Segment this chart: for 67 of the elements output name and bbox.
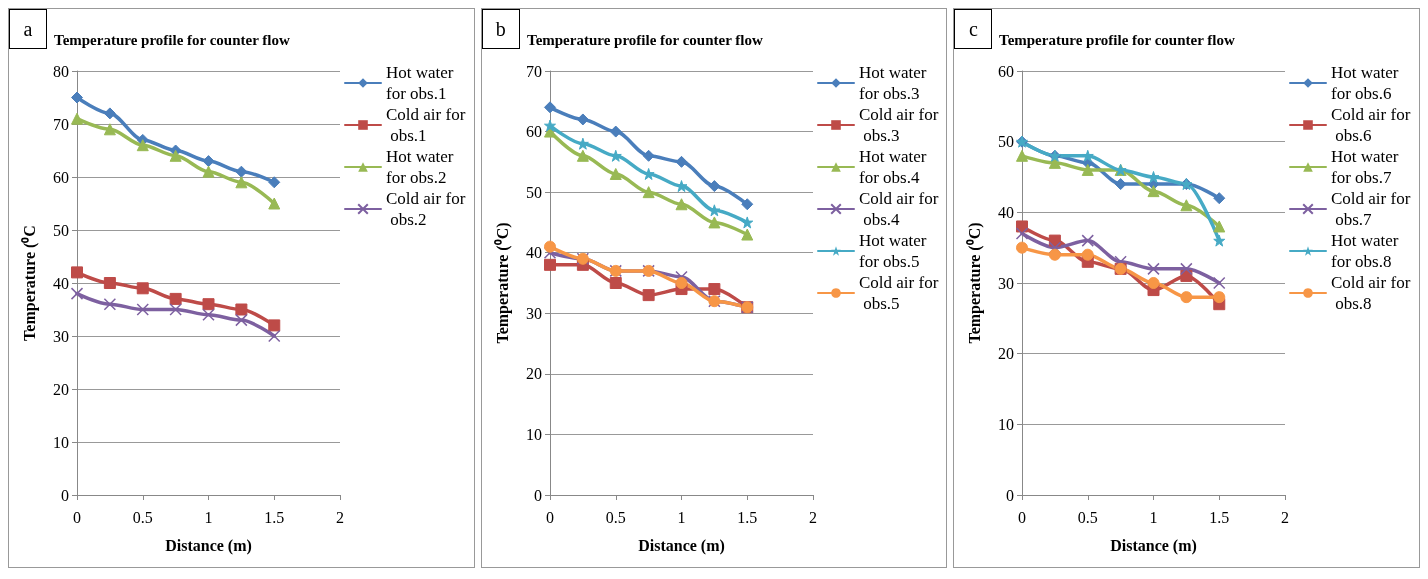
y-tick-label: 80 — [53, 62, 69, 80]
chart-title: Temperature profile for counter flow — [999, 31, 1236, 48]
y-tick-label: 10 — [53, 433, 69, 451]
chart-title: Temperature profile for counter flow — [526, 31, 763, 48]
y-axis-title: Temperature (⁰C — [20, 225, 39, 341]
legend-label: Hot water for obs.3 — [858, 63, 931, 103]
legend-label: Hot water for obs.1 — [386, 63, 458, 103]
legend-label: Hot water for obs.7 — [1331, 147, 1404, 187]
x-tick-label: 1 — [1149, 508, 1158, 526]
y-tick-label: 20 — [525, 365, 542, 383]
y-tick-label: 20 — [998, 345, 1015, 363]
legend-label: Hot water for obs.2 — [386, 147, 458, 187]
y-tick-label: 30 — [998, 274, 1015, 292]
legend-label: Cold air for obs.4 — [858, 189, 939, 229]
legend-label: Cold air for obs.7 — [1331, 189, 1411, 229]
y-tick-label: 0 — [533, 486, 542, 504]
x-axis-title: Distance (m) — [637, 536, 725, 555]
x-tick-label: 1 — [204, 508, 213, 526]
y-tick-label: 40 — [525, 244, 542, 262]
y-tick-label: 40 — [998, 203, 1015, 221]
y-tick-label: 0 — [1006, 486, 1015, 504]
y-tick-label: 30 — [525, 304, 542, 322]
y-tick-label: 70 — [53, 115, 69, 133]
y-axis-title: Temperature (⁰C) — [493, 222, 512, 344]
y-tick-label: 20 — [53, 380, 69, 398]
x-tick-label: 2 — [808, 508, 817, 526]
y-tick-label: 60 — [53, 168, 69, 186]
legend-label: Cold air for obs.3 — [858, 105, 939, 145]
y-tick-label: 70 — [525, 62, 542, 80]
chart-title: Temperature profile for counter flow — [54, 31, 290, 48]
legend-label: Cold air for obs.1 — [386, 105, 466, 145]
text: c — [954, 9, 993, 49]
y-tick-label: 10 — [998, 415, 1015, 433]
x-axis-title: Distance (m) — [1110, 536, 1198, 555]
x-tick-label: 0 — [73, 508, 81, 526]
legend-label: Cold air for obs.2 — [386, 189, 466, 229]
x-axis-title: Distance (m) — [165, 536, 252, 555]
legend-label: Cold air for obs.6 — [1331, 105, 1411, 145]
y-tick-label: 60 — [998, 62, 1015, 80]
x-tick-label: 0 — [545, 508, 554, 526]
legend-label: Hot water for obs.5 — [858, 231, 931, 271]
legend-label: Cold air for obs.8 — [1331, 273, 1411, 313]
legend-label: Hot water for obs.8 — [1331, 231, 1404, 271]
y-tick-label: 40 — [53, 274, 69, 292]
x-tick-label: 1.5 — [264, 508, 285, 526]
y-tick-label: 50 — [53, 221, 69, 239]
x-tick-label: 0.5 — [132, 508, 153, 526]
y-tick-label: 50 — [525, 183, 542, 201]
y-tick-label: 60 — [525, 123, 542, 141]
text: b — [481, 9, 520, 49]
x-tick-label: 0.5 — [605, 508, 626, 526]
legend-label: Hot water for obs.4 — [858, 147, 931, 187]
y-tick-label: 10 — [525, 425, 542, 443]
x-tick-label: 1.5 — [736, 508, 757, 526]
x-tick-label: 2 — [1281, 508, 1290, 526]
x-tick-label: 0.5 — [1078, 508, 1099, 526]
x-tick-label: 0 — [1018, 508, 1027, 526]
text: a — [9, 9, 47, 49]
y-tick-label: 30 — [53, 327, 69, 345]
x-tick-label: 1.5 — [1209, 508, 1230, 526]
legend-label: Cold air for obs.5 — [858, 273, 939, 313]
x-tick-label: 2 — [336, 508, 344, 526]
legend-label: Hot water for obs.6 — [1331, 63, 1404, 103]
y-tick-label: 0 — [61, 486, 69, 504]
y-axis-title: Temperature (⁰C) — [965, 222, 984, 344]
y-tick-label: 50 — [998, 133, 1015, 151]
x-tick-label: 1 — [677, 508, 686, 526]
